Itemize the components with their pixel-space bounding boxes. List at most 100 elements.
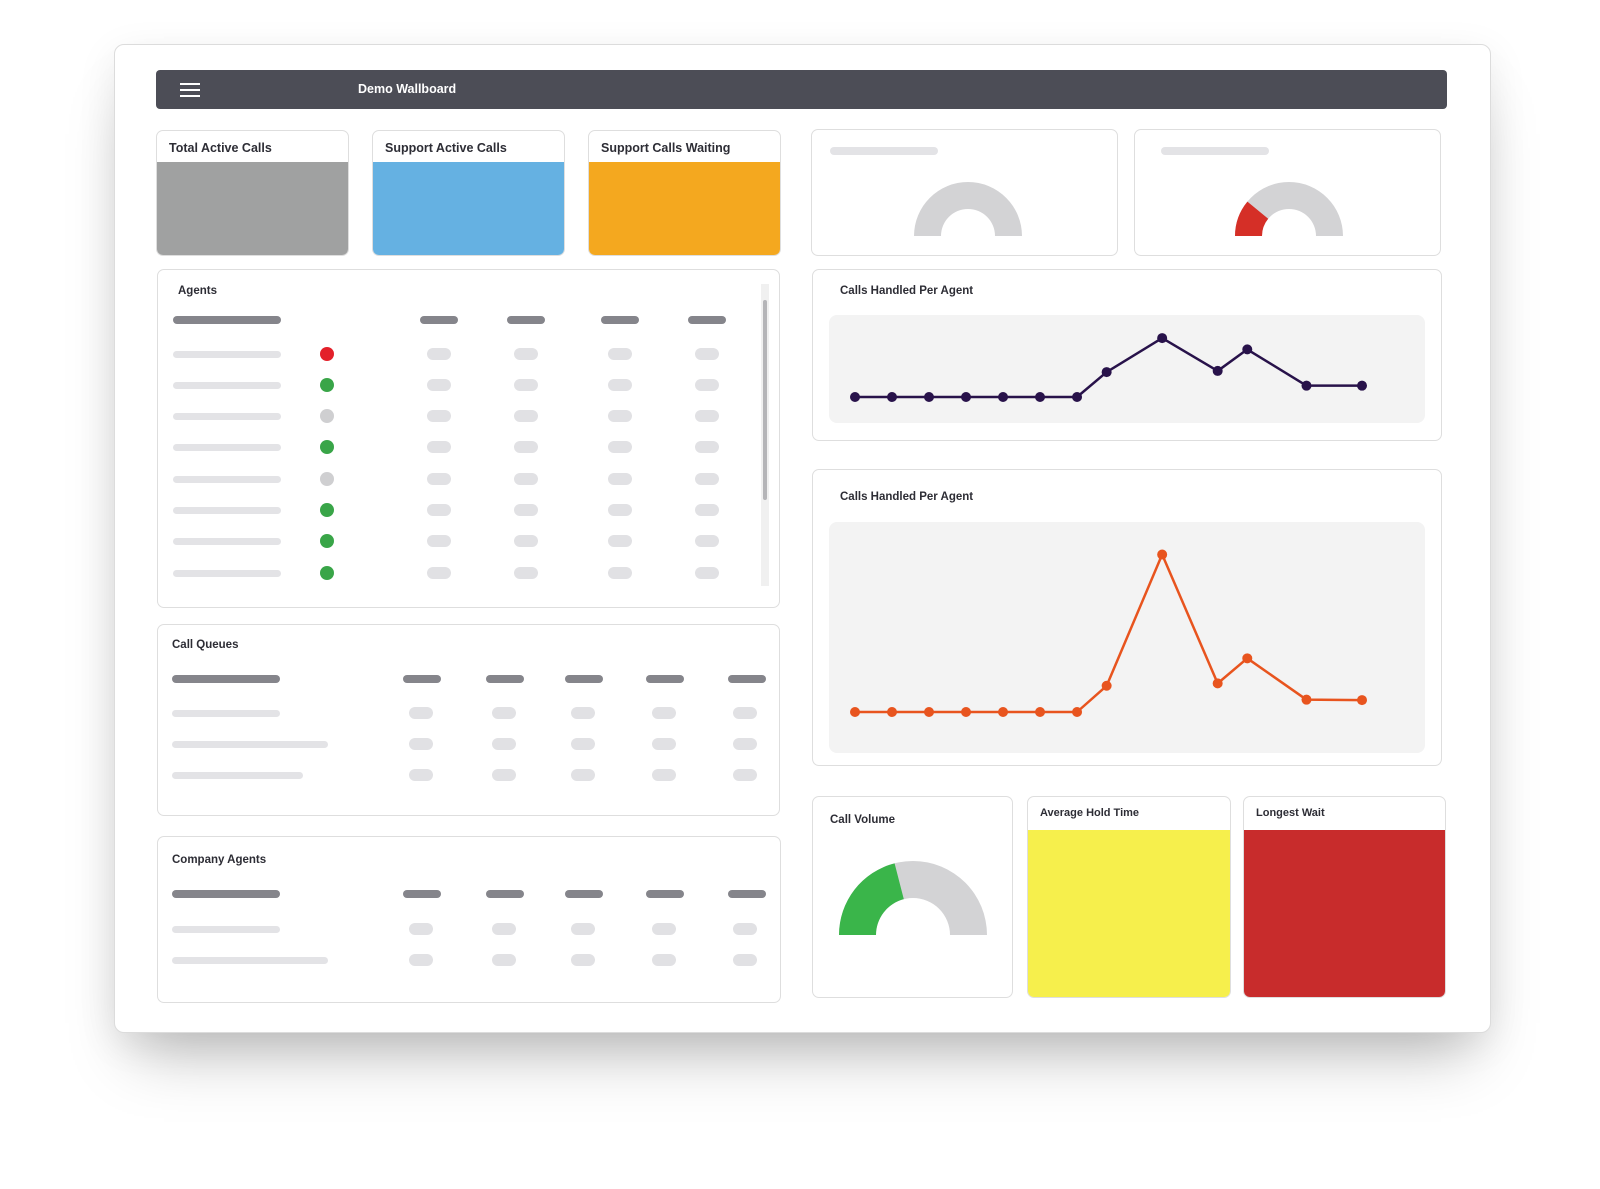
data-point <box>961 707 972 717</box>
row-cell <box>652 923 676 935</box>
data-point <box>887 392 898 402</box>
gauge-1 <box>914 182 1022 236</box>
row-cell <box>733 954 757 966</box>
agent-name <box>173 507 281 514</box>
stat-fill <box>157 162 348 255</box>
agent-status-dot <box>320 347 334 361</box>
agent-cell <box>514 473 538 485</box>
row-cell <box>492 738 516 750</box>
data-point <box>1072 392 1083 402</box>
agent-cell <box>427 504 451 516</box>
data-point <box>1072 707 1083 717</box>
agent-cell <box>427 379 451 391</box>
column-header-5 <box>728 675 766 683</box>
data-point <box>1157 549 1168 560</box>
agent-cell <box>514 348 538 360</box>
stat-label: Longest Wait <box>1256 807 1325 819</box>
stat-label: Average Hold Time <box>1040 807 1140 819</box>
stat-fill <box>373 162 564 255</box>
row-cell <box>652 769 676 781</box>
row-cell <box>733 738 757 750</box>
column-header-2 <box>507 316 545 324</box>
row-cell <box>492 923 516 935</box>
agent-cell <box>427 410 451 422</box>
chart-title: Calls Handled Per Agent <box>840 285 974 297</box>
agent-status-dot <box>320 534 334 548</box>
data-point <box>1035 707 1046 717</box>
stat-label: Support Calls Waiting <box>601 141 731 155</box>
chart-title: Calls Handled Per Agent <box>840 491 974 503</box>
column-header-5 <box>728 890 766 898</box>
data-point <box>1157 333 1168 344</box>
row-cell <box>733 707 757 719</box>
panel-title: Call Queues <box>172 639 239 651</box>
agent-cell <box>695 504 719 516</box>
line-chart-2 <box>850 549 1367 717</box>
stat-fill <box>589 162 780 255</box>
row-cell <box>652 707 676 719</box>
call-volume-gauge <box>839 861 987 935</box>
agent-cell <box>514 379 538 391</box>
agent-cell <box>514 504 538 516</box>
agent-cell <box>514 410 538 422</box>
agent-cell <box>695 567 719 579</box>
row-cell <box>571 954 595 966</box>
row-cell <box>733 769 757 781</box>
column-header-name <box>172 675 280 683</box>
data-point <box>1357 380 1367 391</box>
hamburger-icon[interactable] <box>180 83 200 97</box>
data-point <box>924 707 935 717</box>
stat-card-support-active-calls: Support Active Calls <box>372 130 565 256</box>
agent-name <box>173 538 281 545</box>
top-bar: Demo Wallboard <box>156 70 1447 109</box>
chart-area <box>829 315 1425 423</box>
data-point <box>1212 678 1223 689</box>
company-agents-panel: Company Agents <box>157 836 781 1003</box>
placeholder-title <box>830 147 938 155</box>
data-point <box>1301 694 1312 705</box>
column-header-3 <box>601 316 639 324</box>
agent-name <box>173 351 281 358</box>
data-point <box>1242 344 1253 355</box>
gauge-fill <box>839 863 904 935</box>
agent-status-dot <box>320 409 334 423</box>
data-point <box>887 707 898 717</box>
scrollbar-thumb[interactable] <box>763 300 767 500</box>
agent-cell <box>608 441 632 453</box>
agent-status-dot <box>320 566 334 580</box>
panel-title: Call Volume <box>830 814 895 826</box>
column-header-2 <box>486 675 524 683</box>
column-header-3 <box>565 675 603 683</box>
stat-card-support-calls-waiting: Support Calls Waiting <box>588 130 781 256</box>
agent-cell <box>608 348 632 360</box>
data-point <box>1101 680 1112 691</box>
row-cell <box>409 954 433 966</box>
row-cell <box>492 954 516 966</box>
agent-cell <box>608 504 632 516</box>
column-header-1 <box>420 316 458 324</box>
agent-cell <box>695 535 719 547</box>
agent-name <box>173 444 281 451</box>
calls-handled-chart-card-1: Calls Handled Per Agent <box>812 269 1442 441</box>
gauge-card-2 <box>1134 129 1441 256</box>
agent-cell <box>608 535 632 547</box>
agent-name <box>173 570 281 577</box>
data-point <box>1212 365 1223 376</box>
placeholder-title <box>1161 147 1269 155</box>
stat-label: Support Active Calls <box>385 141 507 155</box>
agent-cell <box>608 379 632 391</box>
row-name <box>172 957 328 964</box>
agent-cell <box>427 348 451 360</box>
data-point <box>850 392 860 402</box>
row-name <box>172 772 303 779</box>
column-header-1 <box>403 890 441 898</box>
agent-cell <box>427 535 451 547</box>
row-cell <box>409 923 433 935</box>
gauge-2 <box>1235 182 1343 236</box>
agent-status-dot <box>320 503 334 517</box>
agent-cell <box>695 348 719 360</box>
row-cell <box>492 707 516 719</box>
row-cell <box>571 923 595 935</box>
agent-cell <box>427 473 451 485</box>
row-cell <box>571 738 595 750</box>
